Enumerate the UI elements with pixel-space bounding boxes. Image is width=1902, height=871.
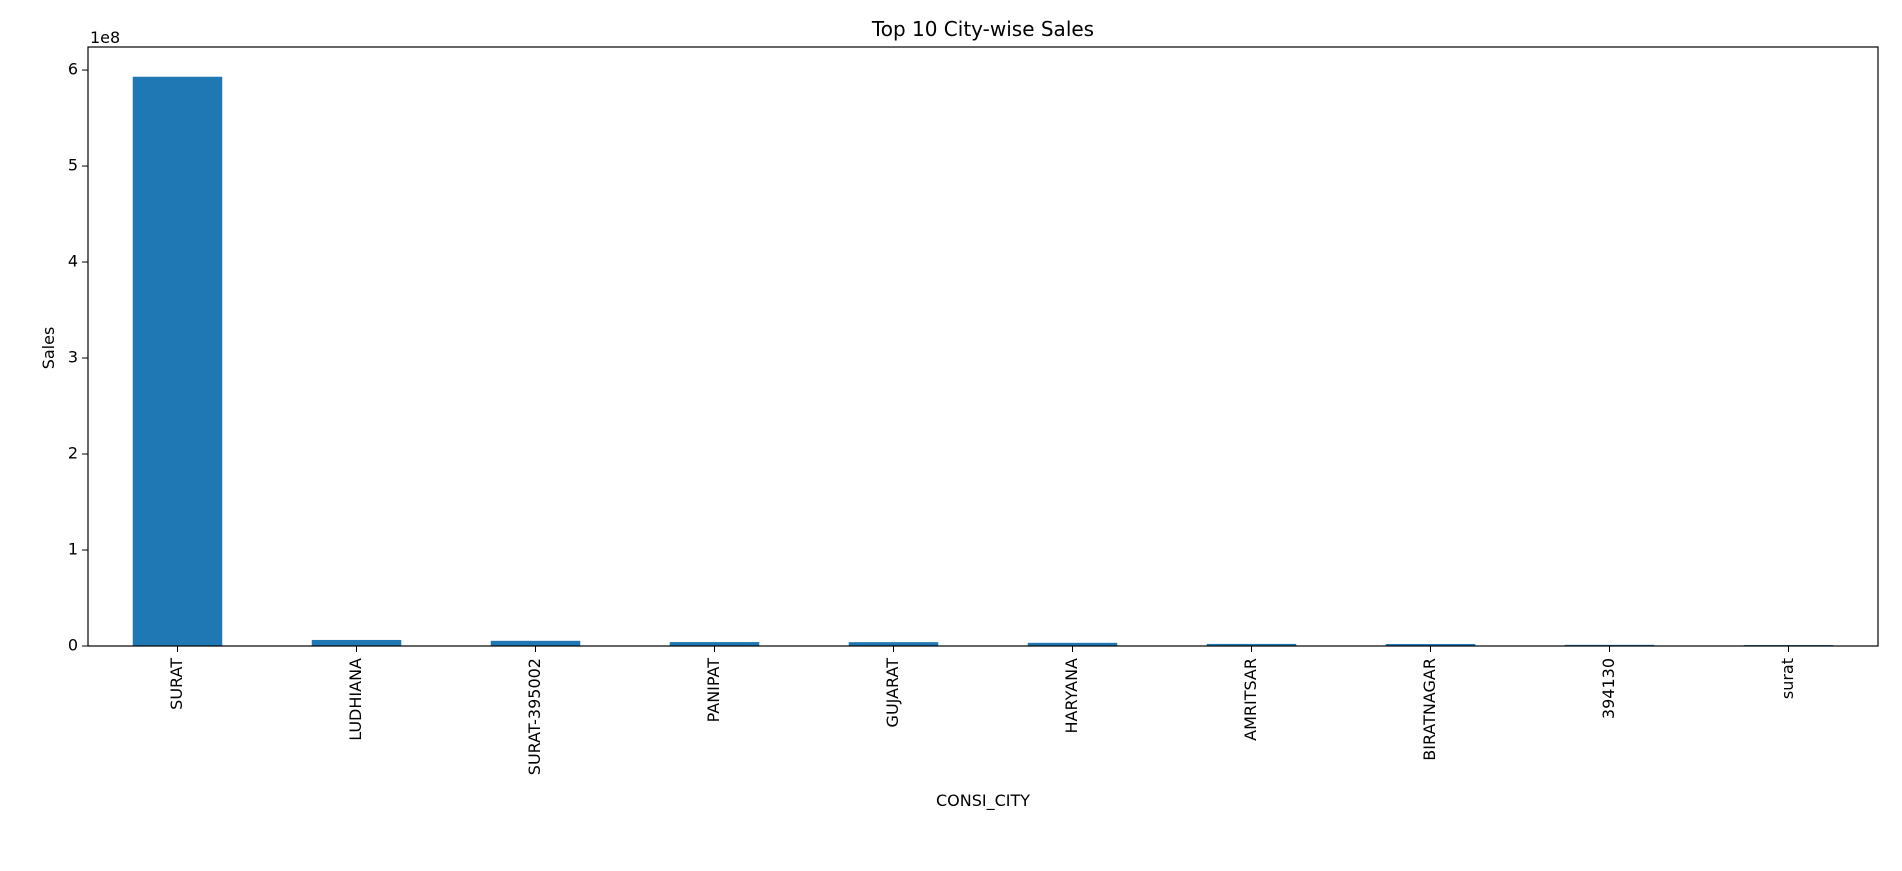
x-tick-label: LUDHIANA [346,658,365,741]
x-tick-label: SURAT [167,658,186,710]
y-axis-ticks: 0 1 2 3 4 5 6 [68,60,88,655]
y-tick-label: 5 [68,156,78,175]
bars-group [132,76,1834,647]
bar [1027,642,1118,646]
bar [1385,643,1476,646]
y-tick-label: 2 [68,444,78,463]
x-axis-ticks: SURAT LUDHIANA SURAT-395002 PANIPAT GUJARAT H… [167,646,1797,775]
x-tick-label: surat [1778,658,1797,699]
x-tick-label: 394130 [1599,658,1618,719]
y-axis-label: Sales [39,327,58,370]
plot-area-frame [87,46,1879,647]
bar [848,642,939,646]
bar [669,642,760,646]
x-tick-label: PANIPAT [704,658,723,723]
bar [490,640,581,646]
bar [1206,643,1297,646]
y-tick-label: 3 [68,348,78,367]
x-tick-label: GUJARAT [883,658,902,728]
x-tick-label: SURAT-395002 [525,658,544,775]
x-tick-label: AMRITSAR [1241,658,1260,741]
x-tick-label: HARYANA [1062,658,1081,734]
y-tick-label: 1 [68,540,78,559]
y-axis-offset-label: 1e8 [90,28,120,47]
chart-title: Top 10 City-wise Sales [871,17,1094,41]
x-axis-label: CONSI_CITY [936,791,1030,811]
bar [132,76,223,647]
y-tick-label: 6 [68,60,78,79]
y-tick-label: 0 [68,636,78,655]
x-tick-label: BIRATNAGAR [1420,658,1439,761]
bar [311,639,402,646]
y-tick-label: 4 [68,252,78,271]
